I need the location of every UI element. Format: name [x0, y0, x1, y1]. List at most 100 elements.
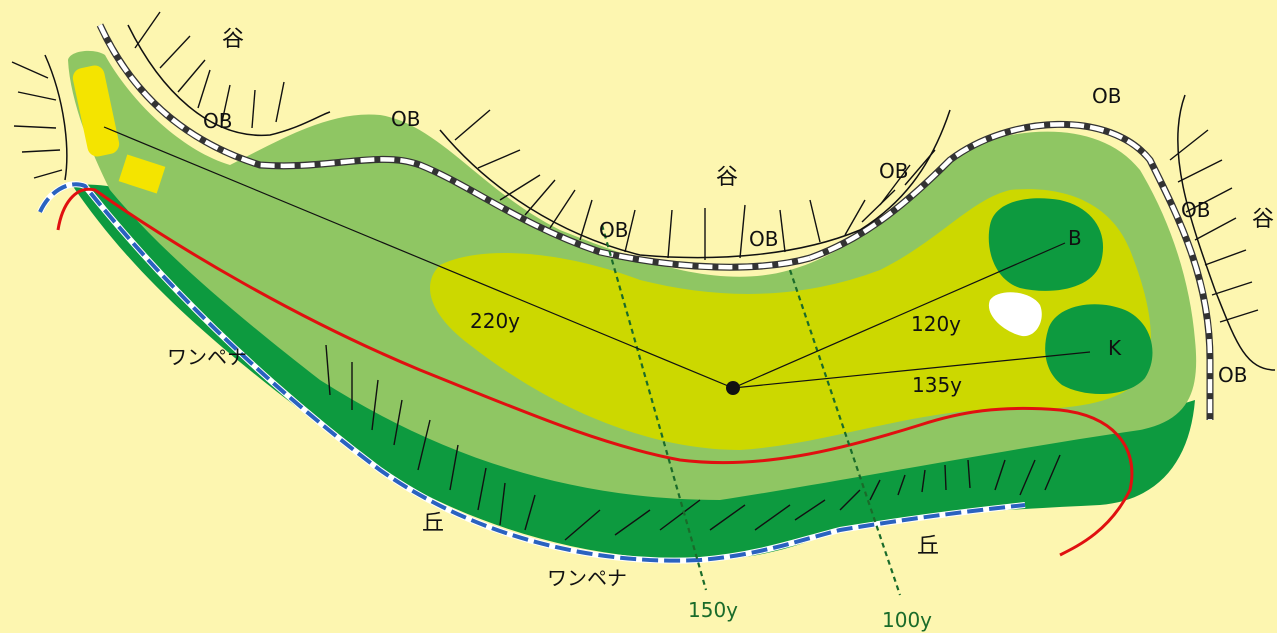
line-to-green-k: [732, 351, 1091, 389]
ob-label-4: OB: [749, 227, 778, 251]
one-penalty-label-1: ワンペナ: [167, 345, 247, 369]
hatch-line: [1177, 159, 1223, 183]
hatch-line: [524, 494, 536, 531]
hatch-line: [524, 179, 556, 216]
valley-edge-tee: [127, 24, 331, 137]
marker-100-label: 100y: [882, 608, 932, 632]
green-k-distance: 135y: [912, 373, 962, 397]
hatch-line: [1169, 129, 1209, 161]
hatch-line: [11, 61, 49, 79]
hatch-line: [967, 459, 971, 489]
hatch-line: [325, 344, 331, 396]
hatch-line: [667, 209, 673, 259]
hatch-line: [454, 109, 491, 141]
hatch-line: [944, 464, 947, 491]
valley-edge-left: [44, 54, 68, 181]
tee-shot-distance: 220y: [470, 309, 520, 333]
hatch-line: [499, 482, 506, 526]
hatch-line: [809, 199, 821, 243]
hatch-line: [879, 164, 911, 206]
hatch-line: [1204, 249, 1247, 266]
slope-hatching: [11, 11, 1259, 541]
hatch-line: [371, 379, 379, 431]
valley-label-2: 谷: [716, 165, 738, 190]
green-b-distance: 120y: [911, 312, 961, 336]
hatch-line: [13, 125, 57, 129]
shot-lines: [103, 126, 1091, 389]
hatch-line: [1044, 454, 1061, 491]
line-to-green-b: [732, 242, 1066, 389]
hatch-line: [1194, 217, 1237, 241]
bunker: [988, 292, 1042, 337]
green-k-label: K: [1108, 336, 1122, 360]
green-b: [988, 198, 1104, 291]
ob-label-6: OB: [1092, 84, 1121, 108]
valley-edge-right: [1176, 94, 1276, 371]
hazard-line: [56, 187, 1134, 557]
hatch-line: [754, 504, 791, 531]
hatch-line: [477, 467, 487, 511]
distance-markers: [600, 224, 902, 596]
hatch-line: [251, 89, 256, 129]
hatch-line: [449, 444, 459, 491]
hatch-line: [739, 204, 746, 259]
hatch-line: [614, 509, 651, 536]
ob-label-8: OB: [1218, 363, 1247, 387]
hatch-line: [33, 169, 63, 179]
hatch-line: [709, 504, 746, 531]
tee-shot-line: [103, 126, 734, 389]
hatch-line: [417, 419, 431, 471]
ob-label-2: OB: [391, 107, 420, 131]
hatch-line: [221, 84, 231, 123]
hatch-line: [393, 399, 403, 446]
hatch-line: [1019, 459, 1036, 496]
hatch-line: [17, 91, 57, 101]
ob-boundaries: [96, 23, 1214, 420]
hill-label-1: 丘: [422, 511, 444, 536]
hatch-line: [21, 149, 61, 153]
hatch-line: [659, 499, 701, 531]
hatch-line: [134, 11, 161, 49]
back-tee: [72, 65, 120, 157]
hatch-line: [794, 499, 826, 521]
green-k: [1045, 304, 1153, 395]
hatch-line: [897, 474, 906, 496]
hatch-line: [159, 35, 191, 69]
ob-label-1: OB: [203, 109, 232, 133]
hill-label-2: 丘: [917, 534, 939, 559]
marker-line-100: [788, 269, 902, 596]
hatch-line: [499, 174, 541, 201]
ob-label-5: OB: [879, 159, 908, 183]
hatch-line: [275, 81, 285, 123]
hatch-line: [844, 199, 866, 236]
hatch-line: [579, 199, 593, 241]
landing-point: [726, 381, 740, 395]
marker-line-150: [600, 224, 708, 591]
hatch-line: [1185, 187, 1233, 213]
front-tee: [118, 154, 166, 194]
ob-line-right-inner: [809, 122, 1213, 420]
hatch-line: [994, 459, 1006, 491]
fairway: [430, 189, 1151, 450]
penalty-line: [38, 182, 1026, 563]
valley-edge-mid: [439, 109, 951, 259]
green-b-label: B: [1068, 226, 1082, 250]
valley-label-3: 谷: [1252, 207, 1274, 232]
hatch-line: [477, 149, 521, 169]
hatch-line: [177, 59, 206, 93]
hatch-line: [921, 469, 926, 493]
hatch-line: [869, 479, 881, 501]
one-penalty-boundary: [37, 181, 1026, 564]
ob-label-3: OB: [599, 218, 628, 242]
hatch-line: [839, 489, 861, 511]
ob-label-7: OB: [1181, 198, 1210, 222]
hatch-line: [1211, 281, 1253, 296]
valley-edges: [44, 24, 1276, 371]
hatch-line: [624, 209, 636, 253]
marker-150-label: 150y: [688, 598, 738, 622]
hatch-line: [779, 209, 786, 253]
hatch-line: [861, 189, 896, 223]
valley-label-1: 谷: [222, 27, 244, 52]
hatch-line: [197, 69, 211, 109]
